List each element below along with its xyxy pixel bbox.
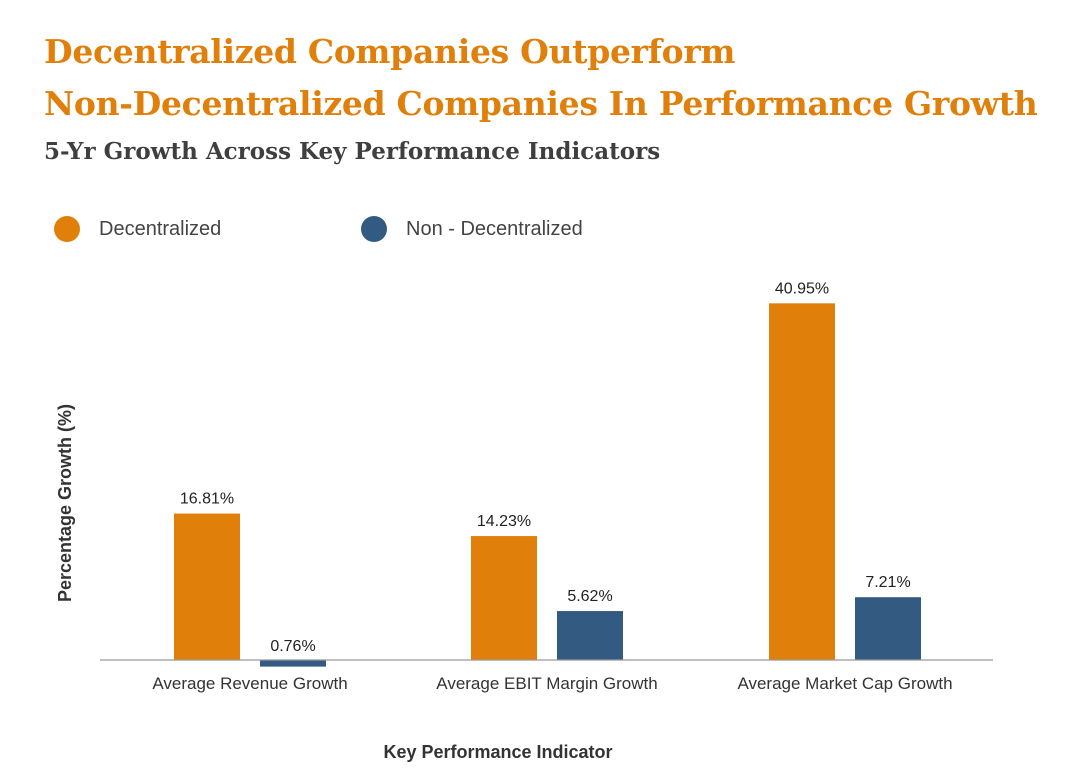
bar-decentralized-average-ebit-margin-growth <box>471 536 537 660</box>
legend-item-decentralized: Decentralized <box>54 216 221 242</box>
chart-subtitle: 5-Yr Growth Across Key Performance Indic… <box>44 138 661 165</box>
legend-swatch-decentralized <box>54 216 80 242</box>
data-label-decentralized-average-market-cap-growth: 40.95% <box>775 280 829 297</box>
bar-non-decentralized-average-market-cap-growth <box>855 597 921 660</box>
bar-decentralized-average-market-cap-growth <box>769 303 835 660</box>
x-axis-title: Key Performance Indicator <box>383 742 612 762</box>
x-tick-label-average-ebit-margin-growth: Average EBIT Margin Growth <box>436 674 657 693</box>
data-label-decentralized-average-ebit-margin-growth: 14.23% <box>477 513 531 530</box>
x-tick-labels: Average Revenue Growth Average EBIT Margi… <box>152 674 952 693</box>
legend-item-non-decentralized: Non - Decentralized <box>361 216 583 242</box>
data-label-non-decentralized-average-ebit-margin-growth: 5.62% <box>567 588 612 605</box>
data-label-non-decentralized-average-market-cap-growth: 7.21% <box>865 574 910 591</box>
legend-label-decentralized: Decentralized <box>99 217 222 240</box>
bar-non-decentralized-average-revenue-growth <box>260 660 326 667</box>
x-tick-label-average-market-cap-growth: Average Market Cap Growth <box>737 674 952 693</box>
bars-group: 16.81% 0.76% 14.23% 5.62% 40.95% 7.21% <box>174 280 921 667</box>
chart-title: Decentralized Companies Outperform Non-D… <box>44 26 1038 130</box>
legend-label-non-decentralized: Non - Decentralized <box>406 217 583 240</box>
legend-swatch-non-decentralized <box>361 216 387 242</box>
y-axis-title: Percentage Growth (%) <box>55 404 75 602</box>
data-label-decentralized-average-revenue-growth: 16.81% <box>180 491 234 508</box>
bar-decentralized-average-revenue-growth <box>174 513 240 660</box>
chart-title-line-2: Non-Decentralized Companies In Performan… <box>44 84 1038 123</box>
chart-title-line-1: Decentralized Companies Outperform <box>44 32 736 71</box>
data-label-non-decentralized-average-revenue-growth: 0.76% <box>270 638 315 655</box>
x-tick-label-average-revenue-growth: Average Revenue Growth <box>152 674 347 693</box>
bar-non-decentralized-average-ebit-margin-growth <box>557 611 623 660</box>
